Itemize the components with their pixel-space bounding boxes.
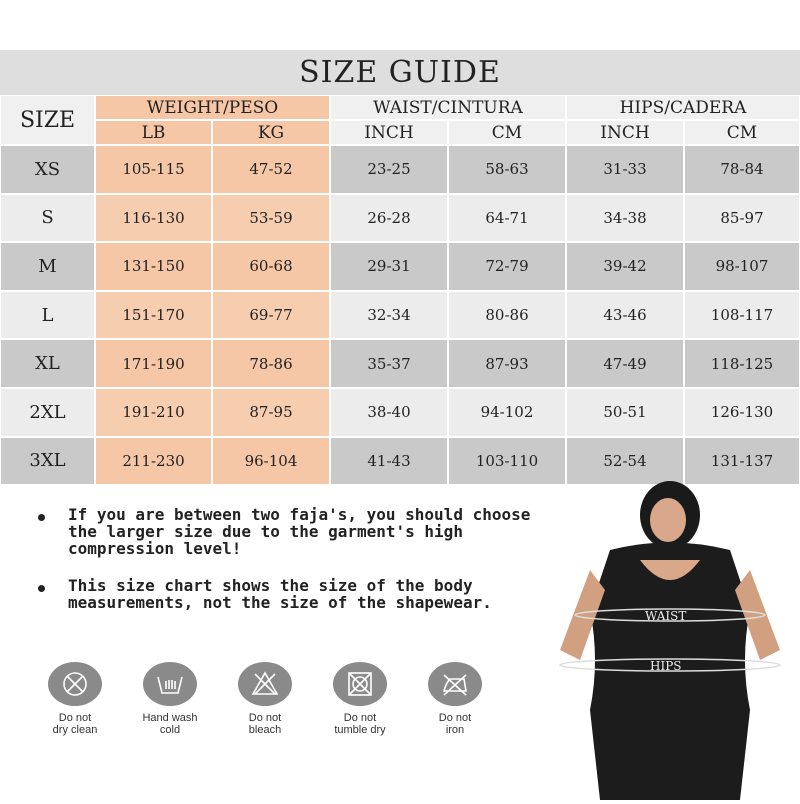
hips-inch-cell: 31-33 xyxy=(566,145,684,194)
no-bleach-icon xyxy=(238,662,292,706)
care-icons: Do not dry clean Hand wash cold Do not bleach… xyxy=(40,662,490,736)
header-waist-cm: CM xyxy=(448,120,566,145)
kg-cell: 87-95 xyxy=(212,387,330,437)
lb-cell: 116-130 xyxy=(95,193,212,243)
waist-inch-cell: 23-25 xyxy=(330,145,448,194)
kg-cell: 53-59 xyxy=(212,193,330,243)
no-iron-icon xyxy=(428,662,482,706)
hips-cm-cell: 118-125 xyxy=(684,339,800,388)
care-label: Hand wash xyxy=(142,712,198,724)
hips-inch-cell: 34-38 xyxy=(566,193,684,243)
note-item: If you are between two faja's, you shoul… xyxy=(38,506,558,557)
kg-cell: 69-77 xyxy=(212,290,330,340)
size-table: SIZE WEIGHT/PESO WAIST/CINTURA HIPS/CADE… xyxy=(0,95,800,486)
lb-cell: 211-230 xyxy=(95,436,212,486)
waist-inch-cell: 29-31 xyxy=(330,242,448,291)
waist-cm-cell: 64-71 xyxy=(448,193,566,243)
care-label: Do not xyxy=(438,712,472,724)
hand-wash-icon xyxy=(143,662,197,706)
hips-cm-cell: 78-84 xyxy=(684,145,800,194)
care-label: tumble dry xyxy=(334,724,386,736)
size-cell: XL xyxy=(0,339,95,388)
header-lb: LB xyxy=(95,120,212,145)
waist-cm-cell: 87-93 xyxy=(448,339,566,388)
hips-cm-cell: 85-97 xyxy=(684,193,800,243)
note-item: This size chart shows the size of the bo… xyxy=(38,577,558,611)
size-cell: L xyxy=(0,290,95,340)
size-cell: 2XL xyxy=(0,387,95,437)
waist-inch-cell: 38-40 xyxy=(330,387,448,437)
size-cell: XS xyxy=(0,145,95,194)
size-cell: M xyxy=(0,242,95,291)
lb-cell: 191-210 xyxy=(95,387,212,437)
page-title: SIZE GUIDE xyxy=(0,50,800,95)
hips-inch-cell: 39-42 xyxy=(566,242,684,291)
care-label: Do not xyxy=(58,712,92,724)
waist-inch-cell: 41-43 xyxy=(330,436,448,486)
hips-inch-cell: 52-54 xyxy=(566,436,684,486)
care-label: Do not xyxy=(343,712,377,724)
care-label: Do not xyxy=(248,712,282,724)
kg-cell: 96-104 xyxy=(212,436,330,486)
care-label: dry clean xyxy=(52,724,98,736)
care-item: Do not bleach xyxy=(230,662,300,736)
hips-cm-cell: 108-117 xyxy=(684,290,800,340)
lb-cell: 131-150 xyxy=(95,242,212,291)
waist-cm-cell: 58-63 xyxy=(448,145,566,194)
hips-inch-cell: 50-51 xyxy=(566,387,684,437)
header-hips: HIPS/CADERA xyxy=(566,95,800,120)
hips-cm-cell: 131-137 xyxy=(684,436,800,486)
size-cell: 3XL xyxy=(0,436,95,486)
header-hips-cm: CM xyxy=(684,120,800,145)
waist-inch-cell: 35-37 xyxy=(330,339,448,388)
hips-cm-cell: 126-130 xyxy=(684,387,800,437)
care-label: iron xyxy=(445,724,465,736)
header-weight: WEIGHT/PESO xyxy=(95,95,330,120)
hips-inch-cell: 43-46 xyxy=(566,290,684,340)
header-size: SIZE xyxy=(0,95,95,145)
care-item: Do not iron xyxy=(420,662,490,736)
waist-label: WAIST xyxy=(645,609,686,623)
lb-cell: 105-115 xyxy=(95,145,212,194)
waist-cm-cell: 80-86 xyxy=(448,290,566,340)
care-label: cold xyxy=(159,724,181,736)
model-image: WAIST HIPS xyxy=(540,480,800,800)
lb-cell: 151-170 xyxy=(95,290,212,340)
header-hips-inch: INCH xyxy=(566,120,684,145)
care-item: Do not tumble dry xyxy=(325,662,395,736)
waist-inch-cell: 32-34 xyxy=(330,290,448,340)
waist-cm-cell: 103-110 xyxy=(448,436,566,486)
kg-cell: 47-52 xyxy=(212,145,330,194)
header-waist: WAIST/CINTURA xyxy=(330,95,566,120)
header-waist-inch: INCH xyxy=(330,120,448,145)
hips-inch-cell: 47-49 xyxy=(566,339,684,388)
care-label: bleach xyxy=(248,724,282,736)
care-item: Hand wash cold xyxy=(135,662,205,736)
no-dry-clean-icon xyxy=(48,662,102,706)
header-kg: KG xyxy=(212,120,330,145)
hips-cm-cell: 98-107 xyxy=(684,242,800,291)
kg-cell: 78-86 xyxy=(212,339,330,388)
hips-label: HIPS xyxy=(650,659,682,673)
care-item: Do not dry clean xyxy=(40,662,110,736)
lb-cell: 171-190 xyxy=(95,339,212,388)
notes: If you are between two faja's, you shoul… xyxy=(38,506,558,631)
waist-inch-cell: 26-28 xyxy=(330,193,448,243)
kg-cell: 60-68 xyxy=(212,242,330,291)
no-tumble-dry-icon xyxy=(333,662,387,706)
waist-cm-cell: 72-79 xyxy=(448,242,566,291)
waist-cm-cell: 94-102 xyxy=(448,387,566,437)
size-cell: S xyxy=(0,193,95,243)
